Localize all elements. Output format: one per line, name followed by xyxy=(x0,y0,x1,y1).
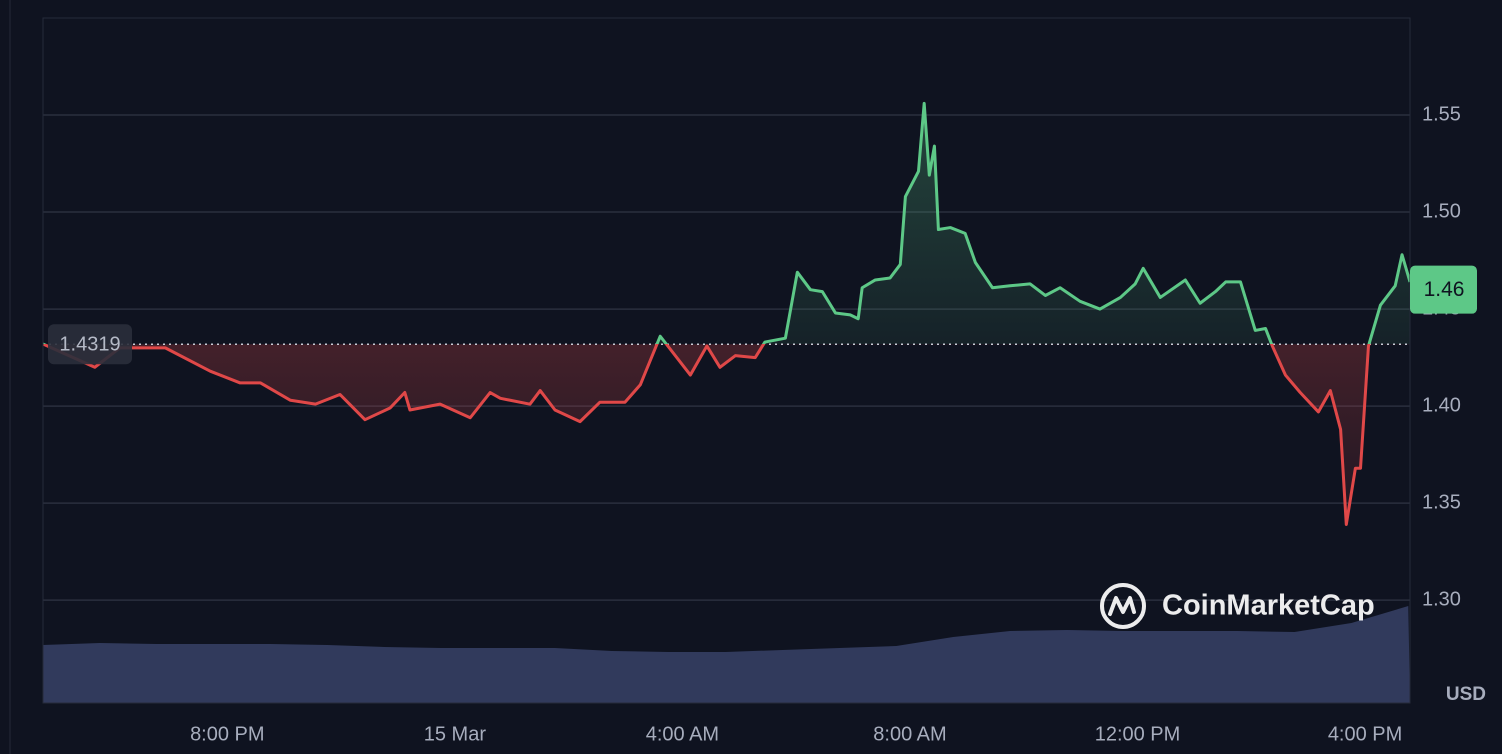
watermark-logo xyxy=(1100,583,1146,629)
price-label: 1.46 xyxy=(1424,278,1465,301)
y-tick-label: 1.40 xyxy=(1422,394,1461,416)
y-tick-label: 1.30 xyxy=(1422,588,1461,610)
baseline-label: 1.4319 xyxy=(59,333,120,355)
x-tick-label: 15 Mar xyxy=(424,723,487,745)
y-tick-label: 1.55 xyxy=(1422,103,1461,125)
plot-layer xyxy=(42,101,1412,526)
area-fill xyxy=(43,103,1410,525)
volume-area xyxy=(43,606,1410,703)
baseline-label-box xyxy=(48,324,132,365)
x-tick-label: 4:00 PM xyxy=(1328,723,1402,745)
x-tick-label: 8:00 AM xyxy=(873,723,946,745)
volume-layer xyxy=(43,606,1410,703)
x-tick-label: 4:00 AM xyxy=(646,723,719,745)
currency-label: USD xyxy=(1446,684,1486,705)
watermark: CoinMarketCap xyxy=(1100,583,1375,629)
watermark-logo-mark xyxy=(1108,596,1136,616)
y-tick-label: 1.50 xyxy=(1422,200,1461,222)
watermark-text: CoinMarketCap xyxy=(1162,590,1375,622)
x-tick-label: 8:00 PM xyxy=(190,723,264,745)
price-label-box xyxy=(1410,265,1477,314)
plot-frame xyxy=(42,17,1411,704)
x-tick-label: 12:00 PM xyxy=(1095,723,1181,745)
y-tick-label: 1.35 xyxy=(1422,491,1461,513)
price-line xyxy=(42,101,1412,526)
